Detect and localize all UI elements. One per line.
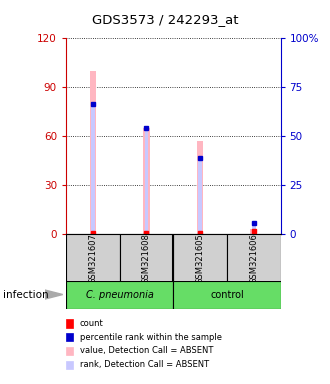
- Text: value, Detection Call = ABSENT: value, Detection Call = ABSENT: [80, 346, 213, 356]
- Text: percentile rank within the sample: percentile rank within the sample: [80, 333, 222, 342]
- Bar: [145, 128, 148, 234]
- Text: control: control: [210, 290, 244, 300]
- Bar: [91, 104, 95, 234]
- Bar: [90, 71, 96, 234]
- Bar: [66, 234, 120, 282]
- Bar: [173, 281, 280, 309]
- Bar: [66, 281, 173, 309]
- Bar: [197, 141, 203, 234]
- Bar: [143, 128, 150, 234]
- Text: GSM321607: GSM321607: [88, 233, 97, 284]
- Text: infection: infection: [3, 290, 49, 300]
- Text: GSM321605: GSM321605: [196, 233, 205, 284]
- Bar: [227, 234, 280, 282]
- Text: GSM321606: GSM321606: [249, 233, 258, 284]
- Bar: [119, 234, 173, 282]
- Text: rank, Detection Call = ABSENT: rank, Detection Call = ABSENT: [80, 360, 209, 369]
- Bar: [252, 223, 256, 234]
- Bar: [250, 229, 257, 234]
- Polygon shape: [45, 290, 63, 299]
- Text: GDS3573 / 242293_at: GDS3573 / 242293_at: [92, 13, 238, 26]
- Text: count: count: [80, 319, 104, 328]
- Bar: [173, 234, 227, 282]
- Text: C. pneumonia: C. pneumonia: [86, 290, 153, 300]
- Text: GSM321608: GSM321608: [142, 233, 151, 284]
- Bar: [198, 157, 202, 234]
